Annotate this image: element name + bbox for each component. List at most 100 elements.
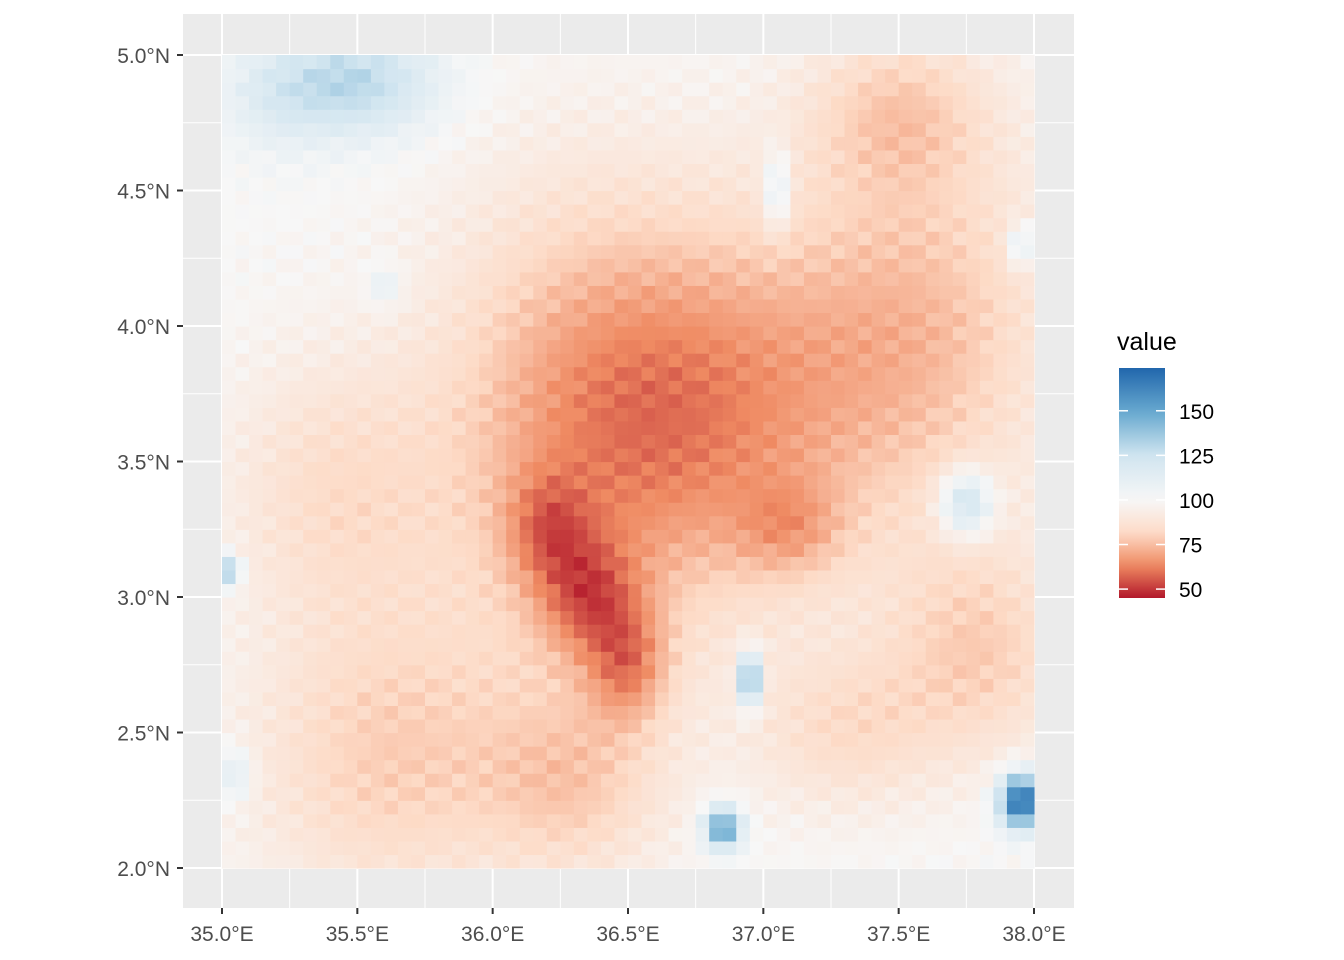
- raster-cell: [641, 298, 656, 314]
- raster-cell: [763, 95, 778, 110]
- raster-cell: [533, 149, 548, 164]
- raster-cell: [749, 746, 764, 761]
- raster-cell: [262, 651, 277, 666]
- raster-cell: [357, 705, 372, 720]
- raster-cell: [749, 515, 764, 530]
- raster-cell: [330, 231, 345, 246]
- raster-cell: [817, 773, 832, 788]
- raster-cell: [993, 176, 1008, 192]
- raster-cell: [600, 407, 616, 422]
- raster-cell: [749, 461, 764, 476]
- raster-cell: [438, 854, 453, 869]
- raster-cell: [506, 610, 521, 625]
- raster-cell: [289, 244, 304, 259]
- raster-cell: [249, 231, 264, 246]
- raster-cell: [235, 786, 250, 801]
- raster-cell: [952, 366, 967, 381]
- raster-cell: [357, 651, 372, 666]
- raster-cell: [343, 664, 358, 679]
- raster-cell: [289, 258, 304, 273]
- raster-cell: [384, 732, 399, 747]
- raster-cell: [979, 705, 994, 720]
- raster-cell: [844, 786, 859, 801]
- raster-cell: [628, 718, 643, 734]
- raster-cell: [438, 705, 453, 720]
- raster-cell: [695, 488, 710, 503]
- raster-cell: [763, 393, 778, 408]
- raster-cell: [763, 637, 778, 652]
- raster-cell: [885, 136, 900, 151]
- raster-cell: [803, 204, 819, 219]
- raster-cell: [966, 759, 981, 774]
- raster-cell: [641, 718, 656, 734]
- raster-cell: [519, 217, 534, 232]
- raster-cell: [465, 678, 480, 693]
- raster-cell: [979, 759, 994, 774]
- raster-cell: [384, 176, 399, 192]
- raster-cell: [506, 678, 521, 693]
- raster-cell: [939, 610, 954, 625]
- raster-cell: [858, 434, 873, 449]
- raster-cell: [817, 312, 832, 327]
- raster-cell: [262, 163, 277, 178]
- raster-cell: [452, 542, 467, 557]
- raster-cell: [330, 475, 345, 490]
- raster-cell: [925, 190, 940, 205]
- raster-cell: [695, 569, 710, 585]
- raster-cell: [952, 854, 967, 869]
- raster-cell: [682, 569, 697, 585]
- raster-cell: [235, 732, 250, 747]
- raster-cell: [885, 502, 900, 517]
- raster-cell: [303, 68, 318, 83]
- raster-cell: [357, 380, 372, 395]
- raster-cell: [316, 326, 331, 341]
- raster-cell: [979, 393, 994, 408]
- raster-cell: [628, 502, 643, 517]
- raster-cell: [573, 244, 588, 259]
- raster-cell: [452, 204, 467, 219]
- raster-cell: [262, 569, 277, 585]
- raster-cell: [573, 637, 588, 652]
- raster-cell: [560, 420, 575, 435]
- raster-cell: [803, 515, 819, 530]
- raster-cell: [939, 637, 954, 652]
- raster-cell: [438, 122, 453, 137]
- raster-cell: [912, 718, 927, 734]
- raster-cell: [722, 597, 737, 612]
- raster-cell: [533, 447, 548, 463]
- raster-cell: [803, 718, 819, 734]
- raster-cell: [330, 258, 345, 273]
- raster-cell: [668, 380, 683, 395]
- raster-cell: [722, 380, 737, 395]
- raster-cell: [979, 217, 994, 232]
- raster-cell: [465, 285, 480, 300]
- raster-cell: [370, 529, 385, 544]
- raster-cell: [276, 610, 291, 625]
- raster-cell: [289, 122, 304, 137]
- raster-cell: [560, 163, 575, 178]
- raster-cell: [235, 475, 250, 490]
- raster-cell: [600, 569, 616, 585]
- raster-cell: [803, 475, 819, 490]
- raster-cell: [993, 800, 1008, 815]
- raster-cell: [479, 515, 494, 530]
- raster-cell: [749, 664, 764, 679]
- raster-cell: [858, 461, 873, 476]
- raster-cell: [776, 312, 791, 327]
- raster-cell: [1020, 298, 1035, 314]
- raster-cell: [533, 597, 548, 612]
- raster-cell: [790, 542, 805, 557]
- raster-cell: [560, 786, 575, 801]
- raster-cell: [749, 190, 764, 205]
- raster-cell: [533, 258, 548, 273]
- raster-cell: [655, 678, 670, 693]
- raster-cell: [885, 447, 900, 463]
- raster-cell: [276, 95, 291, 110]
- raster-cell: [831, 55, 846, 70]
- raster-cell: [803, 285, 819, 300]
- raster-cell: [330, 813, 345, 828]
- raster-cell: [316, 827, 331, 842]
- raster-cell: [858, 542, 873, 557]
- raster-cell: [452, 122, 467, 137]
- raster-cell: [222, 664, 237, 679]
